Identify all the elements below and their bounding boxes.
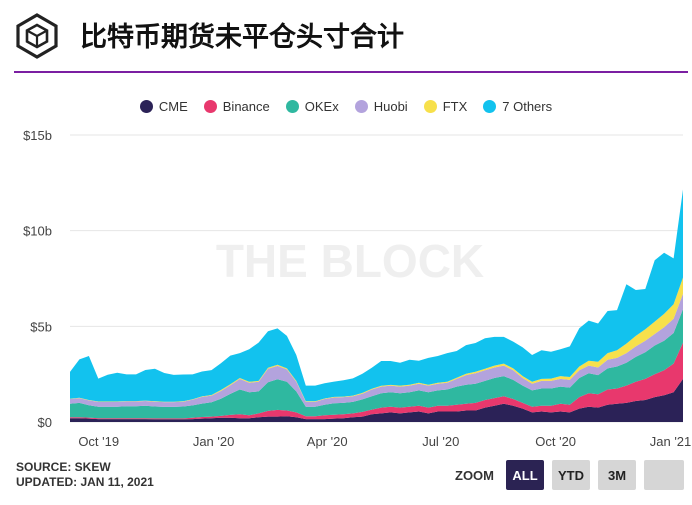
the-block-logo-icon	[16, 13, 58, 59]
x-tick-label: Jan '21	[650, 434, 692, 449]
legend-swatch	[354, 99, 368, 113]
stacked-area-chart: $0 $5b $10b $15b THE BLOCK Oct '19 Jan '20 Apr …	[23, 128, 692, 449]
legend-label: FTX	[442, 98, 468, 114]
legend-item[interactable]: OKEx	[285, 96, 339, 116]
area-series-cme	[70, 378, 683, 422]
header-divider	[14, 71, 688, 73]
legend-label: CME	[158, 98, 188, 114]
area-series-7-others	[70, 189, 683, 402]
x-tick-label: Jul '20	[422, 434, 459, 449]
x-tick-label: Oct '20	[535, 434, 576, 449]
legend-swatch	[483, 99, 497, 113]
legend-item[interactable]: CME	[139, 96, 188, 116]
legend-item[interactable]: 7 Others	[483, 96, 552, 116]
legend-label: Huobi	[373, 98, 408, 114]
zoom-controls: ZOOM ALL YTD 3M	[455, 460, 684, 490]
zoom-ytd-button[interactable]: YTD	[552, 460, 590, 490]
updated-label: UPDATED: JAN 11, 2021	[16, 475, 154, 489]
page-title: 比特币期货未平仓头寸合计	[80, 22, 404, 53]
x-tick-label: Jan '20	[193, 434, 235, 449]
zoom-label: ZOOM	[455, 467, 494, 483]
area-series-okex	[70, 309, 683, 419]
header: 比特币期货未平仓头寸合计	[0, 0, 692, 74]
chart-legend: CME Binance OKEx Huobi FTX 7 Others	[0, 96, 692, 116]
x-tick-label: Oct '19	[78, 434, 119, 449]
legend-label: 7 Others	[502, 98, 553, 114]
watermark: THE BLOCK	[216, 235, 484, 287]
legend-item[interactable]: FTX	[423, 96, 468, 116]
y-tick-label: $15b	[23, 128, 52, 143]
legend-label: Binance	[222, 98, 270, 114]
y-tick-label: $0	[38, 415, 52, 430]
y-tick-label: $10b	[23, 224, 52, 239]
legend-swatch	[139, 99, 153, 113]
legend-swatch	[203, 99, 217, 113]
x-tick-label: Apr '20	[307, 434, 348, 449]
legend-label: OKEx	[304, 98, 339, 114]
zoom-3m-button[interactable]: 3M	[598, 460, 636, 490]
source-note: SOURCE: SKEW UPDATED: JAN 11, 2021	[16, 460, 154, 490]
legend-item[interactable]: Huobi	[354, 96, 408, 116]
legend-swatch	[285, 99, 299, 113]
zoom-all-button[interactable]: ALL	[506, 460, 544, 490]
zoom-extra-button[interactable]	[644, 460, 684, 490]
legend-item[interactable]: Binance	[203, 96, 270, 116]
legend-swatch	[423, 99, 437, 113]
source-label: SOURCE: SKEW	[16, 460, 111, 474]
y-tick-label: $5b	[30, 319, 52, 334]
